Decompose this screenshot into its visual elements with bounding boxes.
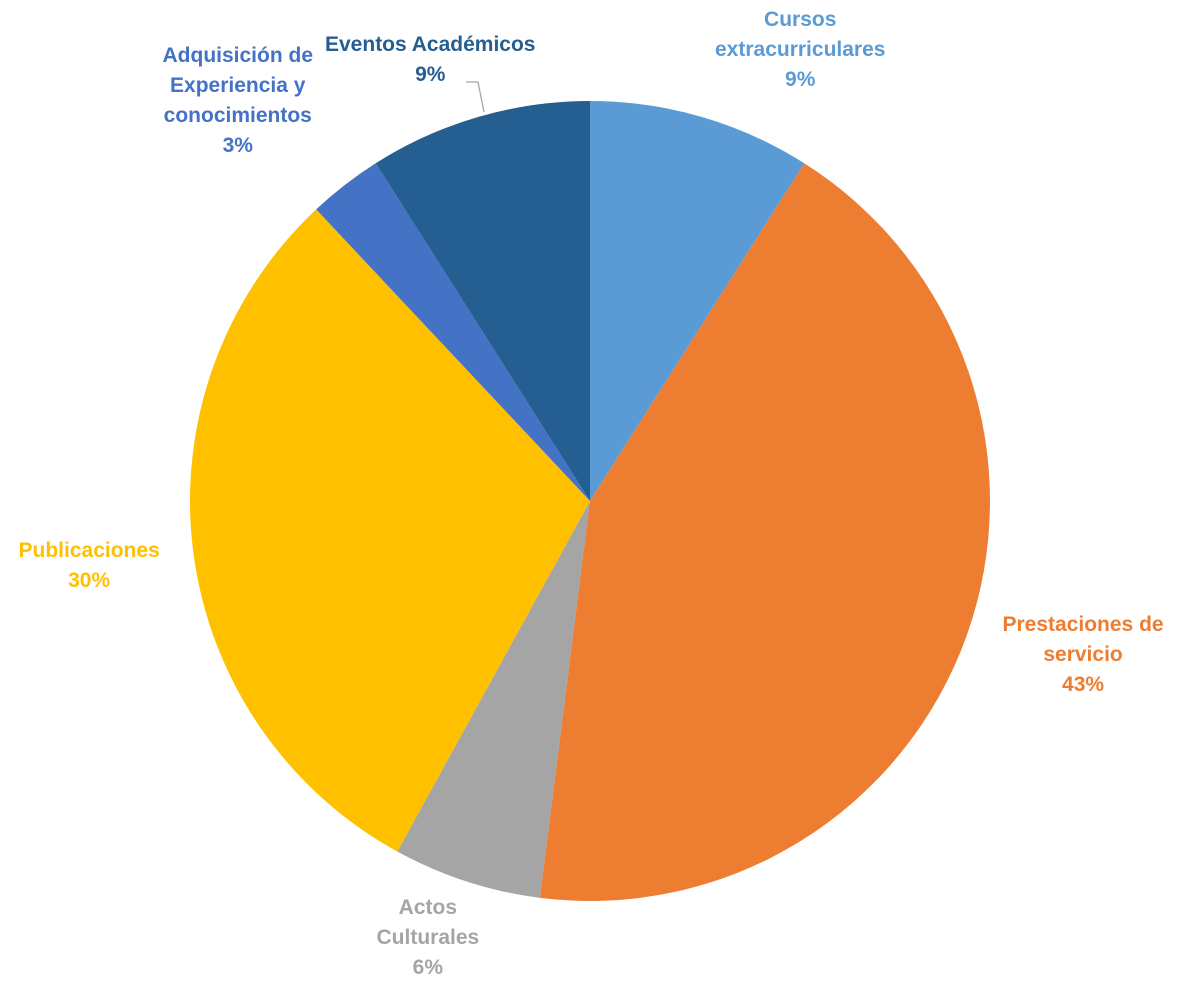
data-label-percent: 9% (415, 63, 446, 86)
data-label-text: Eventos Académicos (325, 33, 536, 56)
data-label-actos-culturales: Actos Culturales 6% (377, 893, 480, 983)
data-label-text: Prestaciones de (1002, 613, 1164, 636)
data-label-text: Adquisición de (162, 44, 314, 67)
data-label-percent: 3% (222, 134, 253, 157)
pie-slice-publicaciones (190, 209, 590, 852)
data-label-prestaciones-de-servicio: Prestaciones de servicio 43% (1003, 610, 1164, 700)
data-label-text: Culturales (376, 926, 480, 949)
data-label-text: Experiencia y (170, 74, 306, 97)
data-label-text: Publicaciones (18, 539, 160, 562)
data-label-eventos-academicos: Eventos Académicos 9% (325, 30, 535, 90)
pie-slice-prestaciones-de-servicio (539, 163, 990, 902)
data-label-text: extracurriculares (715, 38, 886, 61)
data-label-text: Cursos (764, 8, 837, 31)
data-label-cursos-extracurriculares: Cursos extracurriculares 9% (715, 5, 885, 95)
pie-slice-actos-culturales (397, 501, 590, 898)
data-label-publicaciones: Publicaciones 30% (19, 536, 160, 596)
data-label-text: conocimientos (163, 104, 312, 127)
data-label-percent: 6% (412, 956, 444, 979)
pie-slice-eventos-academicos (375, 101, 590, 501)
data-label-percent: 43% (1062, 673, 1105, 696)
data-label-adquisicion-de-experiencia-y-conocimientos: Adquisición de Experiencia y conocimientos… (163, 41, 314, 161)
data-label-text: Actos (398, 896, 458, 919)
pie-slice-cursos-extracurriculares (590, 101, 805, 501)
data-label-text: servicio (1043, 643, 1123, 666)
pie-slice-adquisicion-de-experiencia-y-conocimientos (316, 163, 590, 501)
leader-line (466, 81, 485, 113)
data-label-percent: 9% (785, 68, 816, 91)
data-label-percent: 30% (68, 569, 111, 592)
